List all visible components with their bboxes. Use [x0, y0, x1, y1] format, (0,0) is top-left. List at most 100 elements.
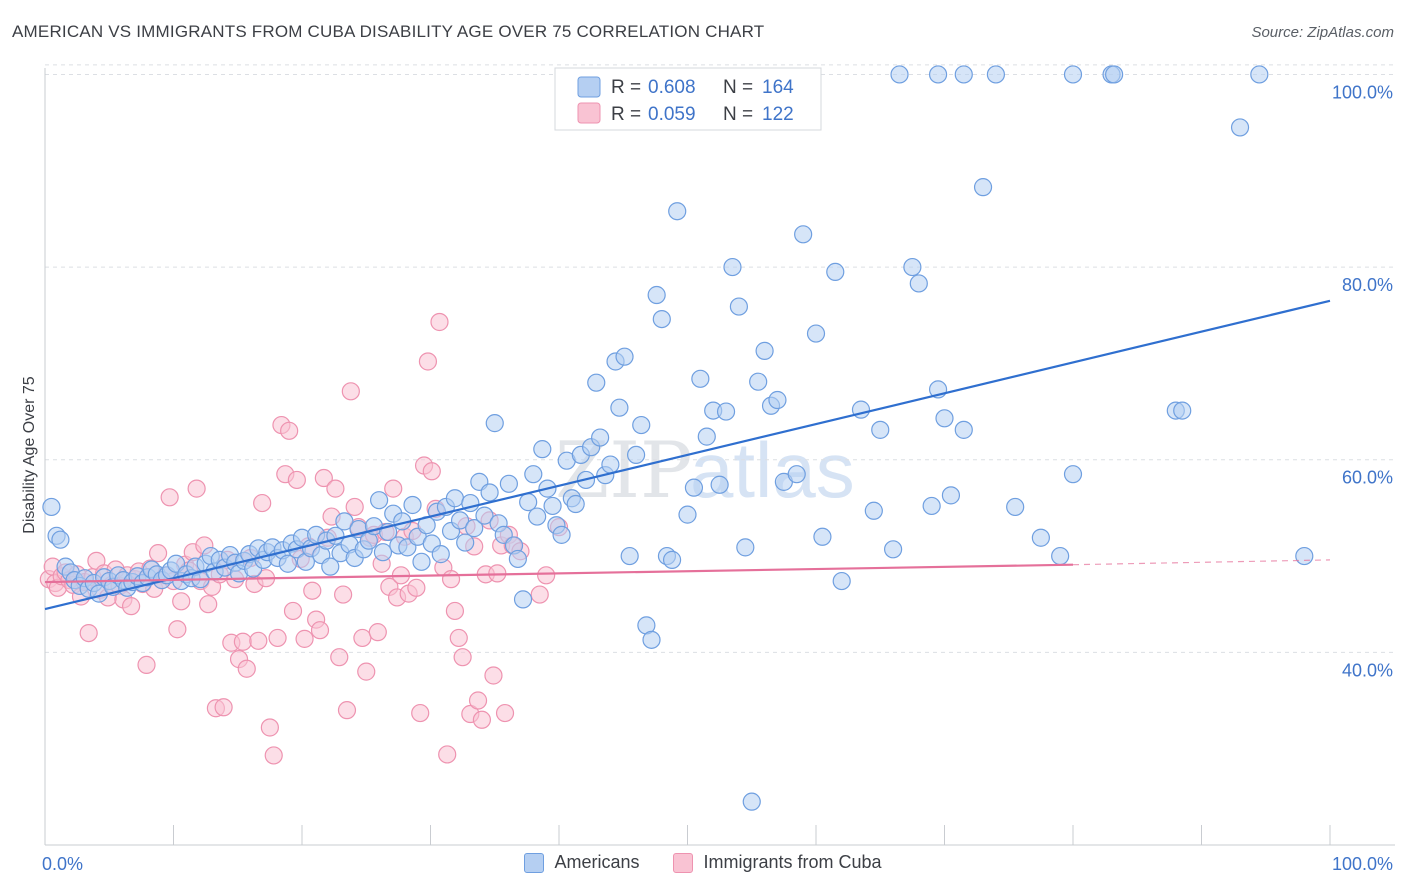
- cuba-point: [264, 746, 283, 765]
- cuba-point: [237, 659, 256, 678]
- americans-point: [794, 225, 813, 244]
- cuba-point: [337, 701, 357, 720]
- americans-point: [909, 274, 928, 293]
- americans-point: [499, 474, 518, 493]
- cuba-point: [280, 421, 299, 440]
- trend-lines: [44, 299, 1331, 611]
- americans-point: [370, 491, 389, 510]
- americans-point: [986, 65, 1006, 84]
- x-tick-label-min: 0.0%: [42, 854, 83, 874]
- americans-point: [373, 543, 393, 562]
- cuba-point: [249, 631, 268, 650]
- cuba-point: [79, 623, 98, 643]
- americans-point: [729, 297, 749, 316]
- americans-point: [620, 546, 639, 566]
- americans-point: [524, 465, 543, 484]
- legend-swatch-americans: [577, 76, 601, 98]
- americans-point: [412, 552, 431, 571]
- cuba-point: [233, 632, 252, 651]
- cuba-point: [441, 570, 461, 589]
- americans-point: [1295, 546, 1314, 566]
- americans-point: [871, 420, 890, 439]
- cuba-point: [160, 488, 179, 507]
- americans-point: [615, 347, 634, 366]
- americans-point: [431, 545, 450, 564]
- americans-point: [566, 494, 585, 514]
- americans-point: [1250, 65, 1269, 84]
- cuba-point: [314, 468, 333, 488]
- americans-point: [1031, 528, 1050, 547]
- americans-point: [928, 65, 948, 84]
- cuba-point: [137, 655, 156, 674]
- americans-point: [456, 533, 475, 552]
- americans-point: [513, 590, 533, 609]
- trend-line-americans: [44, 299, 1331, 611]
- americans-point: [890, 65, 909, 84]
- americans-point: [749, 372, 768, 391]
- correlation-legend: R = 0.608 N = 164 R = 0.059 N = 122: [554, 67, 822, 131]
- legend-label-cuba: Immigrants from Cuba: [703, 852, 882, 872]
- americans-point: [954, 420, 973, 439]
- y-tick-label: 60.0%: [1342, 468, 1393, 488]
- americans-point: [642, 630, 661, 649]
- americans-point: [723, 257, 742, 277]
- cuba-point: [121, 597, 141, 616]
- cuba-point: [422, 462, 441, 481]
- americans-point: [543, 496, 562, 516]
- legend-n-value-americans: 164: [762, 77, 794, 98]
- cuba-point: [334, 585, 353, 604]
- americans-point: [626, 445, 646, 465]
- cuba-point: [345, 497, 364, 517]
- cuba-point: [283, 601, 303, 621]
- americans-point: [755, 341, 774, 360]
- americans-point: [508, 549, 527, 569]
- americans-point: [941, 486, 961, 505]
- legend-r-value-cuba: 0.059: [648, 104, 696, 125]
- americans-point: [710, 475, 729, 494]
- cuba-point: [449, 628, 468, 648]
- americans-point: [475, 506, 494, 525]
- legend-item-cuba: Immigrants from Cuba: [673, 852, 882, 873]
- cuba-point: [341, 382, 360, 401]
- legend-swatch-cuba: [577, 102, 601, 124]
- cuba-point: [453, 648, 472, 667]
- americans-point: [973, 178, 993, 197]
- cuba-point: [148, 544, 168, 563]
- x-tick-label-max: 100.0%: [1332, 854, 1393, 874]
- americans-point: [922, 496, 941, 516]
- cuba-point: [260, 718, 279, 737]
- americans-point: [954, 65, 973, 84]
- americans-point: [883, 540, 903, 559]
- cuba-point: [295, 629, 314, 648]
- americans-point: [1063, 65, 1083, 84]
- cuba-point: [330, 648, 349, 667]
- americans-point: [1006, 497, 1025, 517]
- americans-point: [691, 369, 710, 388]
- cuba-point: [187, 479, 206, 498]
- cuba-point: [430, 312, 449, 332]
- americans-point: [51, 530, 70, 549]
- americans-point: [445, 489, 465, 508]
- watermark-atlas: atlas: [690, 426, 855, 514]
- americans-point: [465, 519, 484, 538]
- americans-point: [533, 440, 552, 459]
- cuba-point: [495, 703, 515, 723]
- cuba-point: [384, 479, 403, 498]
- americans-point: [321, 557, 340, 576]
- series-legend: Americans Immigrants from Cuba: [0, 852, 1406, 873]
- americans-point: [1063, 465, 1083, 484]
- cuba-point: [411, 703, 430, 723]
- cuba-point: [214, 698, 233, 717]
- y-tick-label: 40.0%: [1342, 660, 1393, 680]
- cuba-point: [303, 581, 322, 600]
- cuba-point: [472, 710, 491, 729]
- cuba-point: [468, 691, 488, 710]
- tick-labels: 40.0% 60.0% 80.0% 100.0% 0.0% 100.0%: [42, 82, 1393, 874]
- cuba-point: [287, 470, 306, 490]
- americans-point: [1105, 65, 1124, 84]
- americans-point: [480, 483, 499, 502]
- americans-point: [742, 792, 761, 811]
- americans-point: [826, 262, 845, 282]
- americans-point: [335, 512, 354, 531]
